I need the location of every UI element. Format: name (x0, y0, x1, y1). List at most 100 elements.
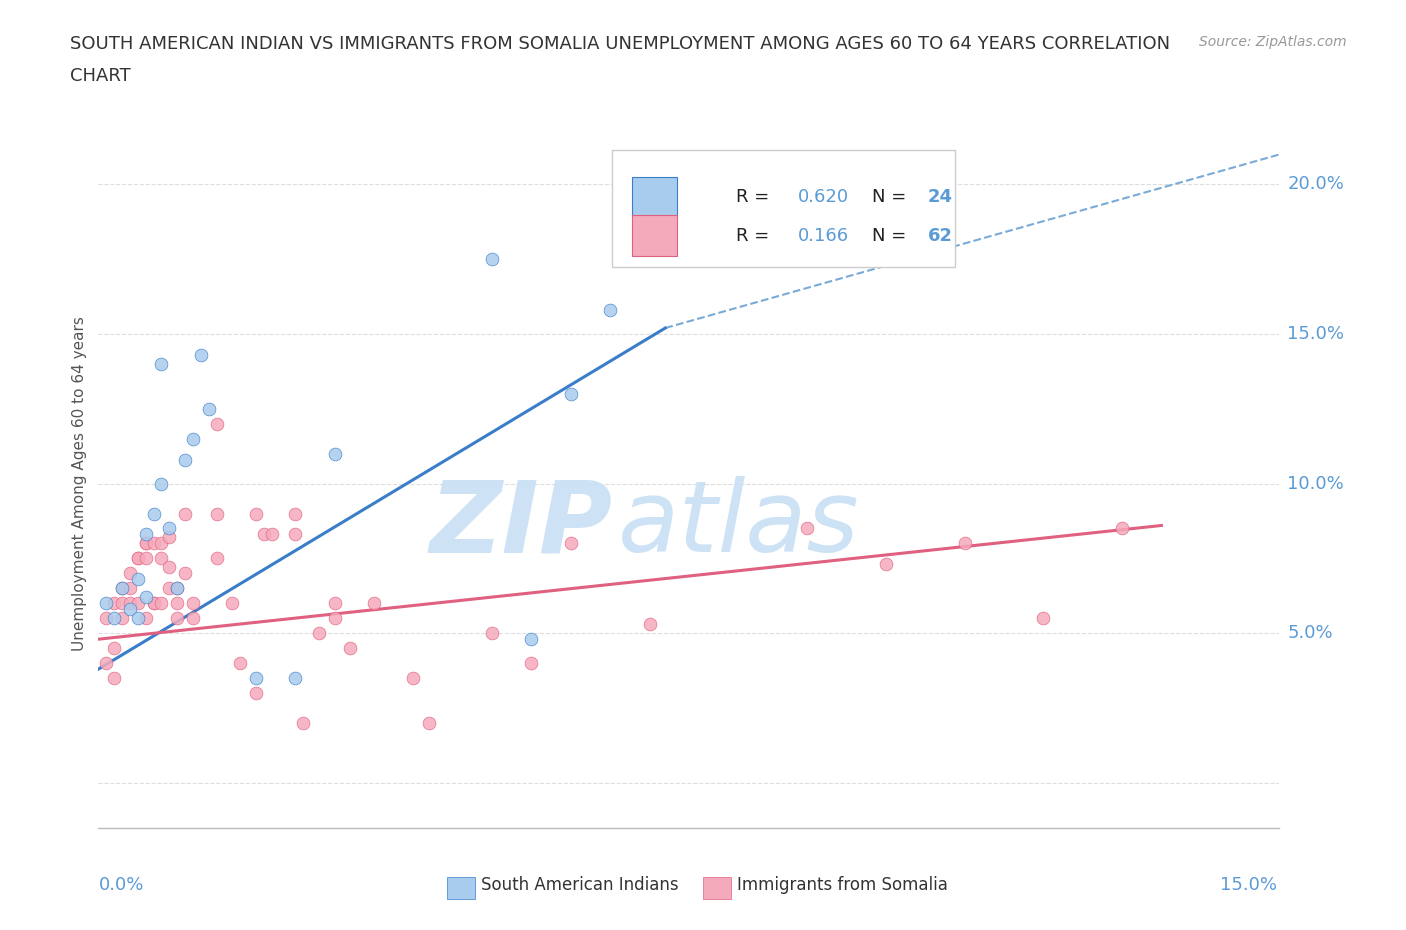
Point (1032, 611, 1054, 626)
Point (245, 671, 267, 685)
Point (150, 596, 173, 611)
Point (229, 656, 252, 671)
Point (157, 581, 180, 596)
Point (481, 252, 503, 267)
Text: R =: R = (737, 227, 775, 245)
Point (197, 402, 219, 417)
Point (142, 536, 165, 551)
Text: atlas: atlas (619, 476, 859, 574)
Point (142, 596, 165, 611)
Text: Immigrants from Somalia: Immigrants from Somalia (737, 876, 948, 895)
Point (118, 596, 141, 611)
Point (166, 581, 188, 596)
Point (245, 685, 267, 700)
Point (323, 446, 346, 461)
Point (135, 590, 157, 604)
Text: 20.0%: 20.0% (1288, 176, 1344, 193)
FancyBboxPatch shape (633, 177, 678, 218)
Y-axis label: Unemployment Among Ages 60 to 64 years: Unemployment Among Ages 60 to 64 years (72, 316, 87, 651)
Point (150, 551, 173, 565)
Point (96, 611, 118, 626)
Point (150, 356, 173, 371)
Point (166, 581, 188, 596)
Point (135, 536, 157, 551)
Point (181, 596, 204, 611)
Text: 15.0%: 15.0% (1288, 325, 1344, 343)
Point (150, 536, 173, 551)
Point (190, 348, 212, 363)
Point (402, 671, 425, 685)
Point (166, 611, 188, 626)
Point (284, 671, 307, 685)
Point (284, 506, 307, 521)
Point (638, 617, 661, 631)
Point (103, 596, 125, 611)
Text: N =: N = (872, 227, 912, 245)
Text: R =: R = (737, 188, 775, 206)
Text: 15.0%: 15.0% (1219, 876, 1277, 895)
Point (875, 557, 897, 572)
Text: 24: 24 (928, 188, 952, 206)
Point (157, 560, 180, 575)
Point (111, 596, 134, 611)
Point (260, 527, 283, 542)
Point (323, 611, 346, 626)
Point (253, 527, 276, 542)
Point (118, 566, 141, 581)
FancyBboxPatch shape (633, 215, 678, 257)
Point (520, 656, 543, 671)
Point (127, 596, 149, 611)
Point (292, 715, 315, 730)
Point (520, 631, 543, 646)
Text: South American Indians: South American Indians (481, 876, 679, 895)
Point (142, 506, 165, 521)
Text: 62: 62 (928, 227, 952, 245)
Point (96, 656, 118, 671)
Point (339, 641, 361, 656)
Text: 0.166: 0.166 (797, 227, 849, 245)
FancyBboxPatch shape (612, 150, 955, 267)
Point (599, 302, 621, 317)
Point (103, 671, 125, 685)
Point (560, 536, 582, 551)
Point (127, 572, 149, 587)
Point (135, 551, 157, 565)
Point (111, 581, 134, 596)
Text: 10.0%: 10.0% (1288, 474, 1344, 493)
Text: SOUTH AMERICAN INDIAN VS IMMIGRANTS FROM SOMALIA UNEMPLOYMENT AMONG AGES 60 TO 6: SOUTH AMERICAN INDIAN VS IMMIGRANTS FROM… (70, 35, 1170, 53)
Point (174, 506, 197, 521)
Point (111, 581, 134, 596)
Point (118, 602, 141, 617)
Point (157, 530, 180, 545)
Point (205, 551, 228, 565)
Text: ZIP: ZIP (429, 476, 612, 574)
Point (166, 596, 188, 611)
Point (127, 611, 149, 626)
Point (103, 641, 125, 656)
Point (150, 476, 173, 491)
Point (481, 626, 503, 641)
Point (363, 596, 385, 611)
Text: N =: N = (872, 188, 912, 206)
Point (205, 417, 228, 432)
Point (308, 626, 330, 641)
Point (174, 566, 197, 581)
Point (181, 611, 204, 626)
Point (111, 611, 134, 626)
Point (103, 611, 125, 626)
Point (127, 551, 149, 565)
Point (135, 527, 157, 542)
Point (418, 715, 440, 730)
Point (96, 596, 118, 611)
Point (205, 506, 228, 521)
Point (221, 596, 243, 611)
Point (796, 521, 818, 536)
Text: 5.0%: 5.0% (1288, 624, 1333, 643)
Point (127, 551, 149, 565)
Text: 0.0%: 0.0% (98, 876, 143, 895)
Point (560, 386, 582, 401)
Point (135, 611, 157, 626)
Point (135, 536, 157, 551)
Text: CHART: CHART (70, 67, 131, 85)
Point (118, 581, 141, 596)
